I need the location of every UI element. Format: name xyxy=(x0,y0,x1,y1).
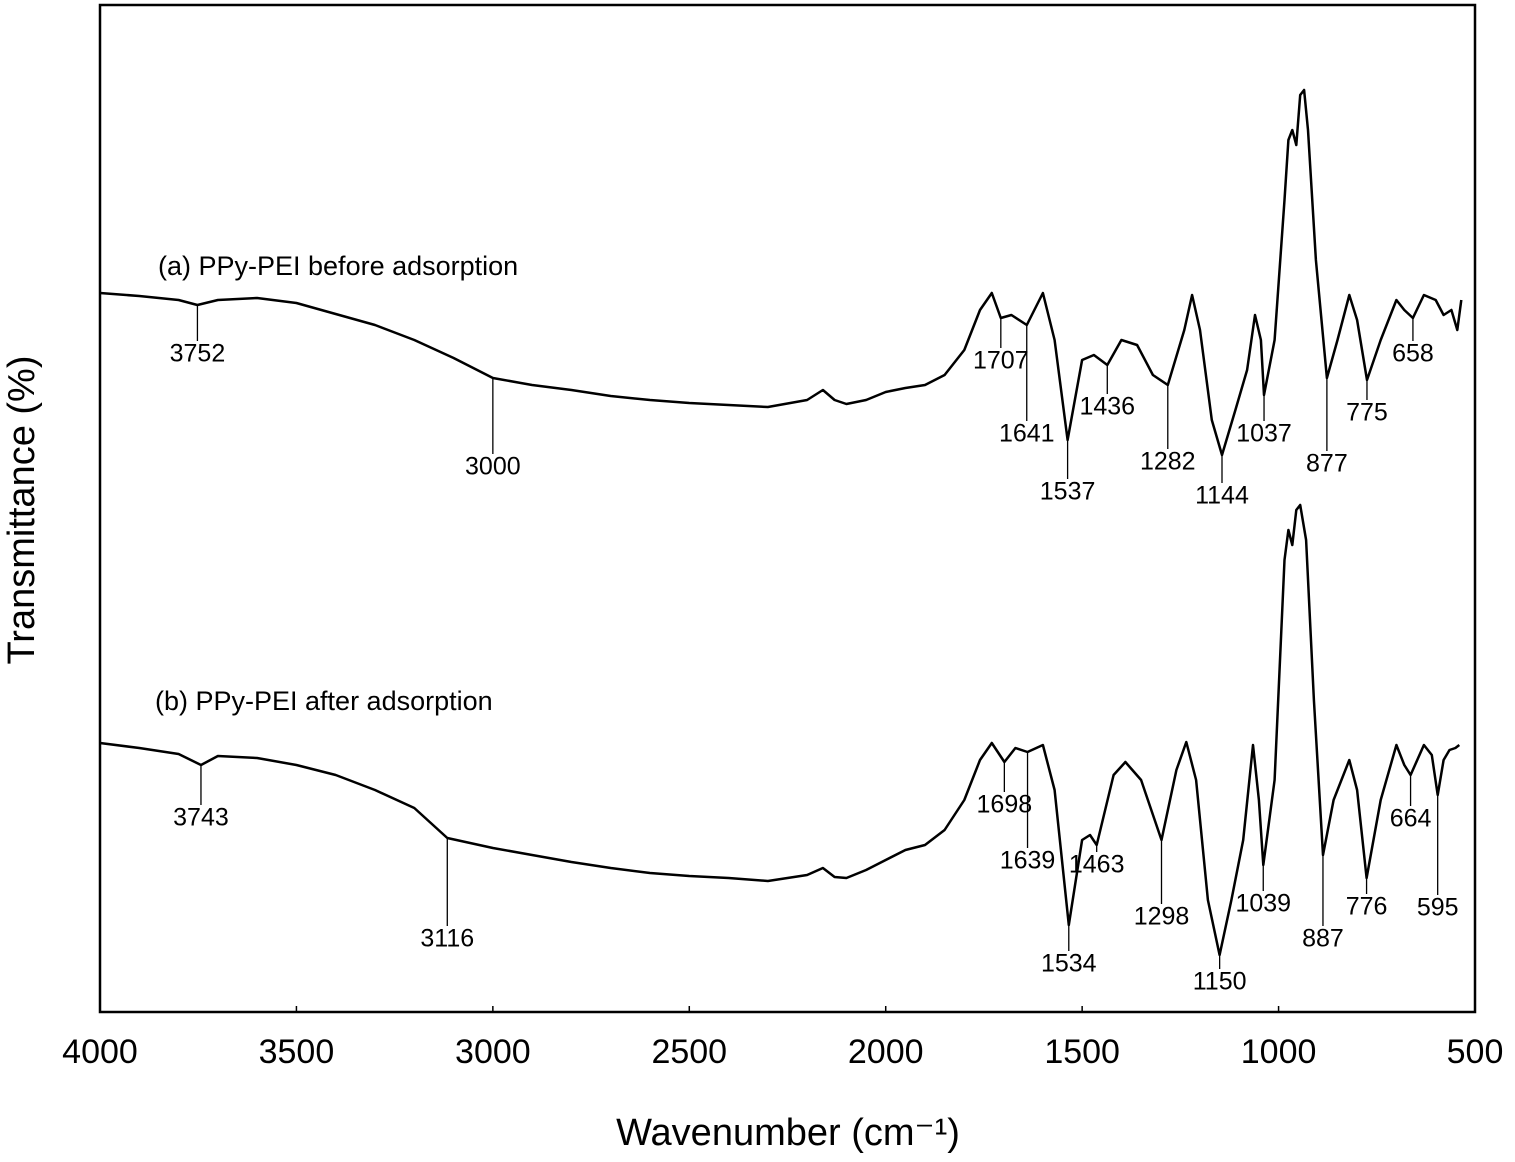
peak-label: 1463 xyxy=(1069,851,1125,879)
series-label: (a) PPy-PEI before adsorption xyxy=(158,251,518,281)
peak-label: 1639 xyxy=(1000,847,1056,875)
x-tick-label: 2500 xyxy=(651,1033,727,1071)
spectrum-line xyxy=(99,503,1461,957)
x-tick-label: 4000 xyxy=(62,1033,138,1071)
peak-label: 1039 xyxy=(1235,890,1291,918)
peak-label: 776 xyxy=(1346,893,1388,921)
x-tick-label: 1500 xyxy=(1044,1033,1120,1071)
peak-label: 775 xyxy=(1346,399,1388,427)
peak-label: 3752 xyxy=(170,340,226,368)
peak-label: 1298 xyxy=(1134,903,1190,931)
x-axis-label: Wavenumber (cm⁻¹) xyxy=(616,1112,960,1154)
peak-label: 1282 xyxy=(1140,448,1196,476)
peak-label: 1436 xyxy=(1079,393,1135,421)
peak-label: 3000 xyxy=(465,453,521,481)
peak-label: 1144 xyxy=(1195,482,1249,510)
peak-label: 877 xyxy=(1306,450,1348,478)
series-label: (b) PPy-PEI after adsorption xyxy=(155,686,493,716)
peak-label: 3743 xyxy=(173,804,229,832)
spectrum-line xyxy=(99,88,1463,457)
x-tick-label: 3000 xyxy=(455,1033,531,1071)
peak-label: 1534 xyxy=(1041,950,1097,978)
peak-label: 887 xyxy=(1302,925,1344,953)
peak-label: 1641 xyxy=(999,420,1055,448)
x-tick-label: 1000 xyxy=(1241,1033,1317,1071)
peak-label: 1037 xyxy=(1236,420,1292,448)
x-tick-label: 3500 xyxy=(259,1033,335,1071)
plot-frame xyxy=(98,3,1477,1014)
y-axis-label: Transmittance (%) xyxy=(1,356,43,665)
peak-label: 3116 xyxy=(420,925,474,953)
peak-label: 595 xyxy=(1417,894,1459,922)
peak-label: 1698 xyxy=(977,791,1033,819)
peak-label: 1707 xyxy=(973,347,1029,375)
x-tick-label: 500 xyxy=(1447,1033,1504,1071)
peak-label: 1537 xyxy=(1040,478,1096,506)
peak-label: 658 xyxy=(1392,340,1434,368)
peak-label: 1150 xyxy=(1193,968,1247,996)
peak-label: 664 xyxy=(1390,805,1432,833)
x-tick-label: 2000 xyxy=(848,1033,924,1071)
